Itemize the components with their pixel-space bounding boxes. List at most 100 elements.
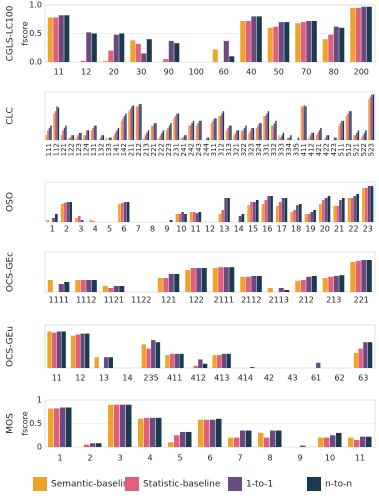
bar: [56, 331, 62, 368]
bar: [48, 408, 54, 447]
x-tick-label: 332: [270, 143, 278, 156]
bar: [296, 205, 299, 222]
x-tick-label: 12: [205, 225, 215, 234]
bar: [130, 40, 136, 62]
bar: [91, 33, 97, 62]
x-tick-label: 244: [202, 142, 210, 156]
bar: [324, 198, 328, 222]
bar: [46, 220, 50, 222]
bar: [65, 125, 67, 140]
x-tick-label: 133: [105, 143, 113, 156]
bar: [311, 20, 317, 62]
bar: [237, 130, 240, 140]
bar: [183, 135, 186, 140]
x-tick-label: 1: [57, 454, 62, 463]
bar: [80, 60, 86, 62]
bar: [350, 7, 356, 63]
bar: [71, 135, 73, 140]
bar: [363, 132, 366, 140]
x-tick-label: 20: [109, 68, 119, 77]
x-tick-label: 212: [299, 296, 314, 305]
bar: [295, 23, 301, 63]
bar: [168, 40, 174, 62]
bar: [195, 213, 199, 222]
bar: [278, 135, 280, 140]
bar: [47, 280, 53, 292]
bar: [128, 111, 130, 140]
bar: [358, 348, 363, 368]
bar: [270, 125, 273, 140]
x-tick-label: 142: [120, 143, 128, 156]
bar: [69, 137, 72, 140]
x-tick-label: 323: [247, 143, 255, 156]
bar: [307, 214, 311, 222]
bar: [94, 357, 99, 368]
x-tick-label: 13: [99, 374, 109, 383]
bar: [320, 128, 322, 140]
bar: [278, 202, 282, 222]
bar: [135, 43, 141, 62]
bar: [264, 437, 270, 447]
x-tick-label: 331: [262, 143, 270, 156]
bar: [234, 437, 240, 447]
bar: [144, 417, 150, 447]
bar: [75, 218, 78, 222]
bar: [333, 26, 339, 62]
x-tick-label: 63: [358, 374, 368, 383]
x-tick-label: 121: [60, 143, 68, 156]
bar: [300, 106, 303, 140]
x-tick-label: 131: [90, 143, 98, 156]
bar: [251, 128, 253, 140]
bar: [146, 132, 148, 140]
bar: [248, 132, 250, 140]
bar: [336, 206, 339, 222]
x-tick-label: 50: [274, 68, 284, 77]
bar: [58, 15, 64, 62]
bar: [61, 331, 66, 368]
panel-title: OSO: [6, 192, 16, 212]
bar: [330, 435, 336, 447]
bar: [267, 111, 270, 140]
bar: [350, 198, 354, 222]
bar: [86, 280, 92, 292]
x-tick-label: 311: [210, 143, 218, 156]
bar: [198, 120, 201, 140]
bar: [242, 130, 244, 140]
bar: [313, 210, 316, 222]
bar: [222, 111, 225, 140]
bar: [218, 214, 222, 222]
bar: [193, 365, 198, 368]
bar: [167, 128, 169, 140]
bar: [156, 417, 162, 447]
x-tick-label: 242: [187, 143, 195, 156]
y-tick-label: 0.0: [29, 58, 42, 67]
bar: [360, 436, 366, 447]
bar: [201, 268, 207, 292]
x-tick-label: 112: [52, 143, 60, 156]
bar: [77, 135, 79, 140]
bar: [204, 419, 210, 447]
x-tick-label: 3: [117, 454, 122, 463]
x-tick-label: 511: [337, 143, 345, 156]
bar: [353, 196, 357, 222]
bar: [119, 286, 125, 292]
bar: [234, 132, 237, 140]
bar: [120, 404, 126, 447]
x-tick-label: 213: [142, 143, 150, 156]
bar: [110, 137, 112, 140]
plot-frame: [44, 251, 376, 293]
bar: [347, 198, 351, 222]
x-tick-label: 19: [305, 225, 315, 234]
x-tick-label: 221: [354, 296, 369, 305]
x-tick-label: 7: [237, 454, 242, 463]
bar: [174, 435, 180, 447]
bar: [184, 214, 187, 222]
x-tick-label: 8: [150, 225, 155, 234]
x-tick-label: 122: [67, 143, 75, 156]
bar: [192, 212, 196, 222]
bar: [64, 282, 70, 292]
bar: [230, 125, 232, 140]
x-tick-label: 1112: [76, 296, 96, 305]
bar: [362, 135, 364, 140]
bar: [367, 342, 373, 368]
